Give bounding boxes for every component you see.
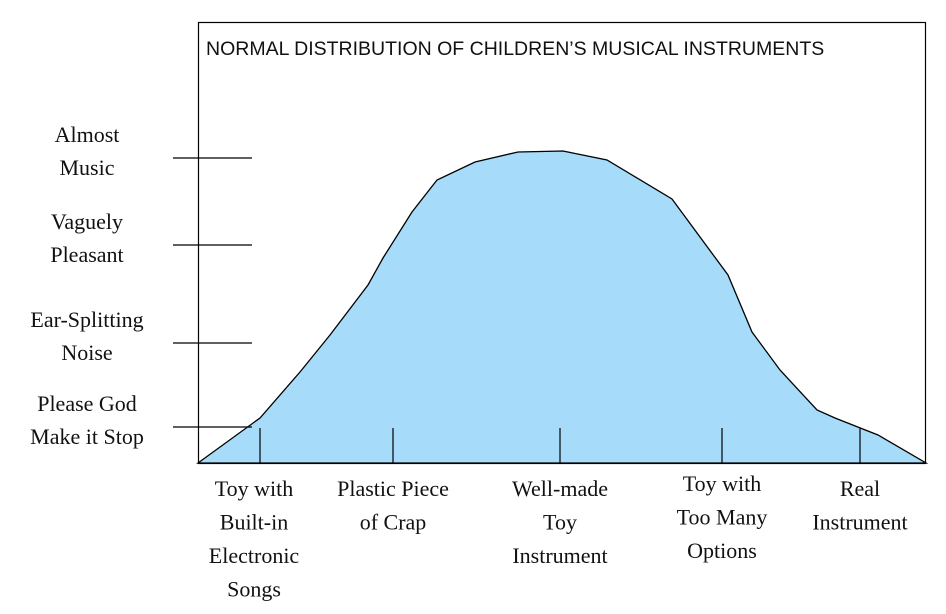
y-label: Vaguely bbox=[51, 209, 123, 234]
x-label: Toy with bbox=[683, 471, 762, 496]
y-label: Music bbox=[60, 155, 115, 180]
x-label: Instrument bbox=[512, 543, 607, 568]
x-label: Well-made bbox=[512, 476, 608, 501]
x-label: Real bbox=[840, 476, 880, 501]
curve bbox=[195, 150, 929, 464]
labels: Almost Music Vaguely Pleasant Ear-Splitting N… bbox=[30, 122, 908, 602]
y-label: Pleasant bbox=[50, 242, 123, 267]
x-label: Toy with bbox=[215, 476, 294, 501]
y-label: Make it Stop bbox=[30, 424, 144, 449]
x-label: Plastic Piece bbox=[337, 476, 449, 501]
x-label: Electronic bbox=[209, 543, 300, 568]
x-label: Too Many bbox=[677, 505, 768, 530]
x-label: Instrument bbox=[812, 510, 907, 535]
title: NORMAL DISTRIBUTION OF CHILDREN’S MUSICA… bbox=[206, 38, 824, 60]
y-label: Please God bbox=[37, 391, 137, 416]
x-label: Built-in bbox=[220, 510, 288, 535]
x-label: Options bbox=[687, 538, 757, 563]
y-label: Ear-Splitting bbox=[30, 307, 143, 332]
y-label: Almost bbox=[55, 122, 120, 147]
y-label: Noise bbox=[61, 340, 112, 365]
x-label: of Crap bbox=[360, 510, 427, 535]
x-label: Toy bbox=[543, 510, 577, 535]
x-label: Songs bbox=[227, 577, 281, 602]
